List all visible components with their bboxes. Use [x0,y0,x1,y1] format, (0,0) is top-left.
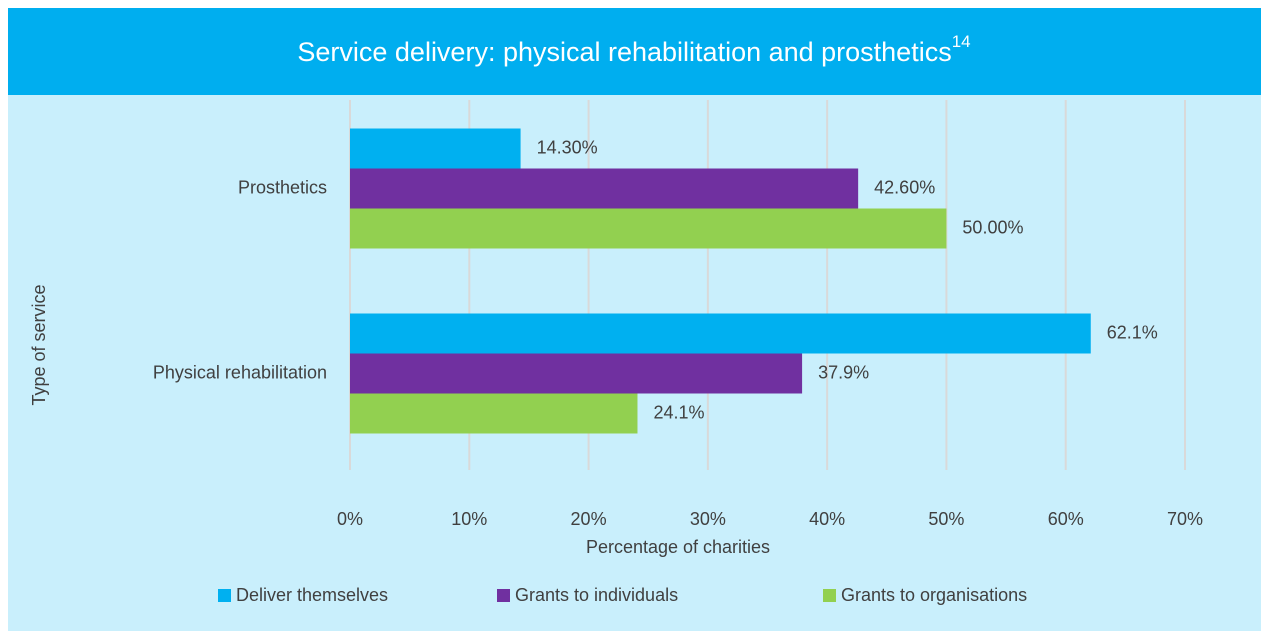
legend-label: Deliver themselves [236,585,388,605]
x-tick-label: 0% [337,509,363,529]
data-label: 37.9% [818,362,869,382]
x-axis-label: Percentage of charities [586,537,770,557]
bar [350,393,638,434]
y-axis-label: Type of service [29,284,49,405]
x-tick-label: 50% [928,509,964,529]
title-note: 14 [952,32,971,51]
legend-label: Grants to organisations [841,585,1027,605]
bar [350,313,1091,354]
x-tick-label: 60% [1048,509,1084,529]
y-tick-label: Physical rehabilitation [153,362,327,382]
bar [350,168,859,209]
x-tick-label: 70% [1167,509,1203,529]
legend-swatch [823,589,836,602]
legend-label: Grants to individuals [515,585,678,605]
x-tick-label: 30% [690,509,726,529]
x-tick-label: 40% [809,509,845,529]
chart-title: Service delivery: physical rehabilitatio… [297,37,951,67]
legend-swatch [218,589,231,602]
legend-swatch [497,589,510,602]
y-tick-label: Prosthetics [238,177,327,197]
data-label: 62.1% [1107,322,1158,342]
data-label: 14.30% [537,137,598,157]
header-band [8,8,1261,95]
data-label: 42.60% [874,177,935,197]
data-label: 24.1% [653,402,704,422]
data-label: 50.00% [962,217,1023,237]
bar [350,208,947,249]
x-tick-label: 10% [451,509,487,529]
x-tick-label: 20% [571,509,607,529]
bar [350,128,521,169]
chart-title-group: Service delivery: physical rehabilitatio… [297,32,970,67]
bar [350,353,803,394]
